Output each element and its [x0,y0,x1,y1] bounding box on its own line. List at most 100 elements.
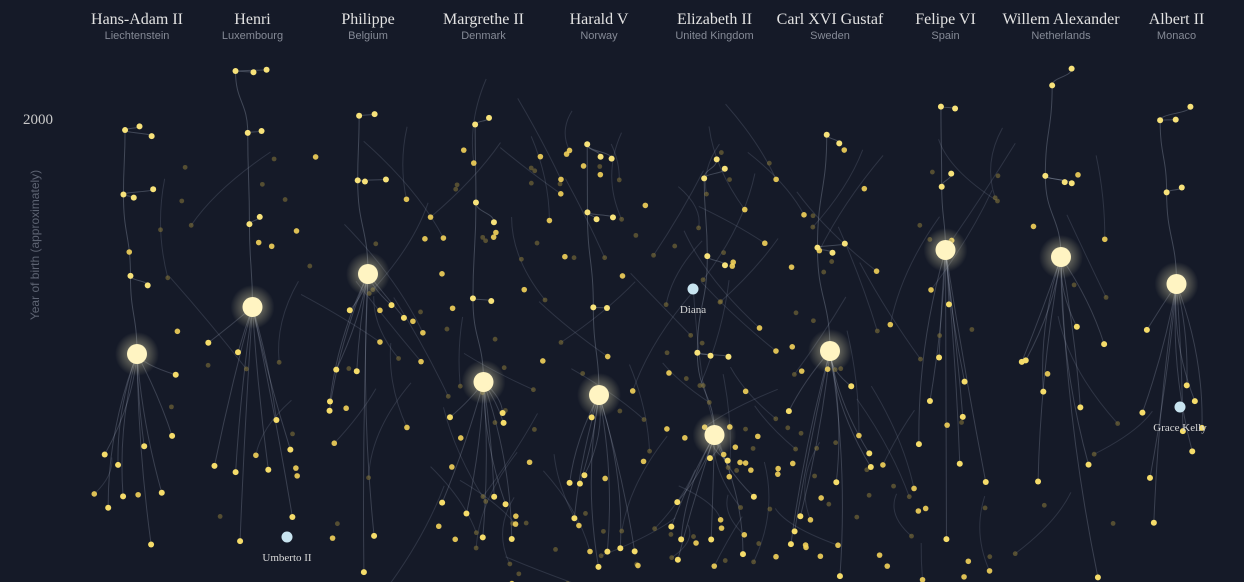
ancestor-dot [742,388,749,395]
ancestor-dot [388,302,395,309]
ancestor-dot [928,287,934,293]
ancestor-dot [528,165,534,171]
monarch-name: Albert II [1149,11,1205,28]
link [538,301,609,357]
ancestor-dot [814,445,820,451]
ancestor-dot [501,365,507,371]
ancestor-dot [741,532,748,538]
ancestor-dot [965,558,972,565]
link [586,212,594,308]
ancestor-dot [1030,223,1037,230]
highlight-label: Diana [680,304,706,316]
ancestor-dot [580,163,587,169]
ancestor-dot [289,514,296,521]
ancestor-dot [982,505,988,511]
ancestor-dot [915,441,922,448]
descendant-dot [1172,116,1179,123]
ancestor-dot [563,151,570,157]
ancestor-dot [587,548,593,555]
ancestor-dot [982,479,989,486]
link [235,71,249,133]
descendant-dot [130,194,137,201]
ancestor-dot [821,269,827,275]
link [677,186,700,229]
ancestor-dot [693,540,699,546]
link [1037,256,1062,482]
ancestor-dot [598,553,604,559]
ancestor-dot [717,517,724,523]
link [1057,316,1119,424]
link [136,353,152,545]
link [499,147,562,195]
descendant-dot [584,141,591,148]
descendant-dot [144,282,151,289]
ancestor-dot [748,467,754,473]
ancestor-dot [259,181,265,187]
link [402,126,408,200]
ancestor-dot [956,460,963,467]
ancestor-dot [371,532,378,539]
ancestor-dot [540,358,546,364]
ancestor-dot [668,532,674,537]
link [698,206,766,244]
ancestor-dot [833,440,839,446]
link [708,126,746,210]
ancestor-dot [400,314,407,321]
ancestor-dot [866,450,873,457]
descendant-dot [250,69,257,76]
link [239,306,253,542]
link [278,280,299,363]
link [459,479,516,525]
link [560,281,636,343]
monarch-node [127,344,147,364]
ancestor-dot [699,340,705,346]
link [122,130,126,195]
descendant-dot [488,297,495,304]
descendant-dot [244,129,251,136]
ancestor-dot [1101,341,1108,348]
ancestor-dot [1091,451,1097,457]
ancestor-dot [1075,172,1081,178]
ancestor-dot [1035,478,1042,485]
ancestor-dot [602,255,608,261]
ancestor-dot [165,275,171,281]
ancestor-dot [558,339,564,345]
ancestor-dot [534,240,540,246]
descendant-dot [823,131,830,138]
ancestor-dot [1044,371,1051,377]
ancestor-dot [891,483,896,489]
ancestor-dot [1198,424,1205,431]
ancestor-dot [743,426,748,432]
descendant-dot [603,304,610,311]
ancestor-dot [807,517,814,523]
ancestor-dot [576,522,582,529]
link [247,132,250,225]
ancestor-dot [729,263,736,269]
ancestor-dot [861,185,868,192]
monarch-name: Margrethe II [443,11,524,28]
ancestor-dot [833,479,840,486]
ancestor-dot [841,147,848,153]
monarch-country: Luxembourg [222,30,283,42]
ancestor-dot [1041,502,1047,508]
ancestor-dot [537,153,544,160]
link [628,364,651,452]
link [430,466,477,533]
ancestor-dot [597,164,603,169]
descendant-dot [256,213,263,220]
ancestor-dot [797,513,804,520]
ancestor-dot [205,362,211,368]
ancestor-dot [741,206,748,213]
link [564,178,606,258]
ancestor-dot [293,228,300,234]
ancestor-dot [762,240,768,247]
ancestor-dot [682,435,688,441]
ancestor-dot [725,465,731,470]
ancestor-dot [835,542,841,549]
ancestor-dot [944,422,950,428]
ancestor-dot [276,359,282,365]
highlight-node [1174,401,1186,413]
link [1153,283,1177,523]
link [945,249,947,540]
ancestor-dot [718,525,725,531]
